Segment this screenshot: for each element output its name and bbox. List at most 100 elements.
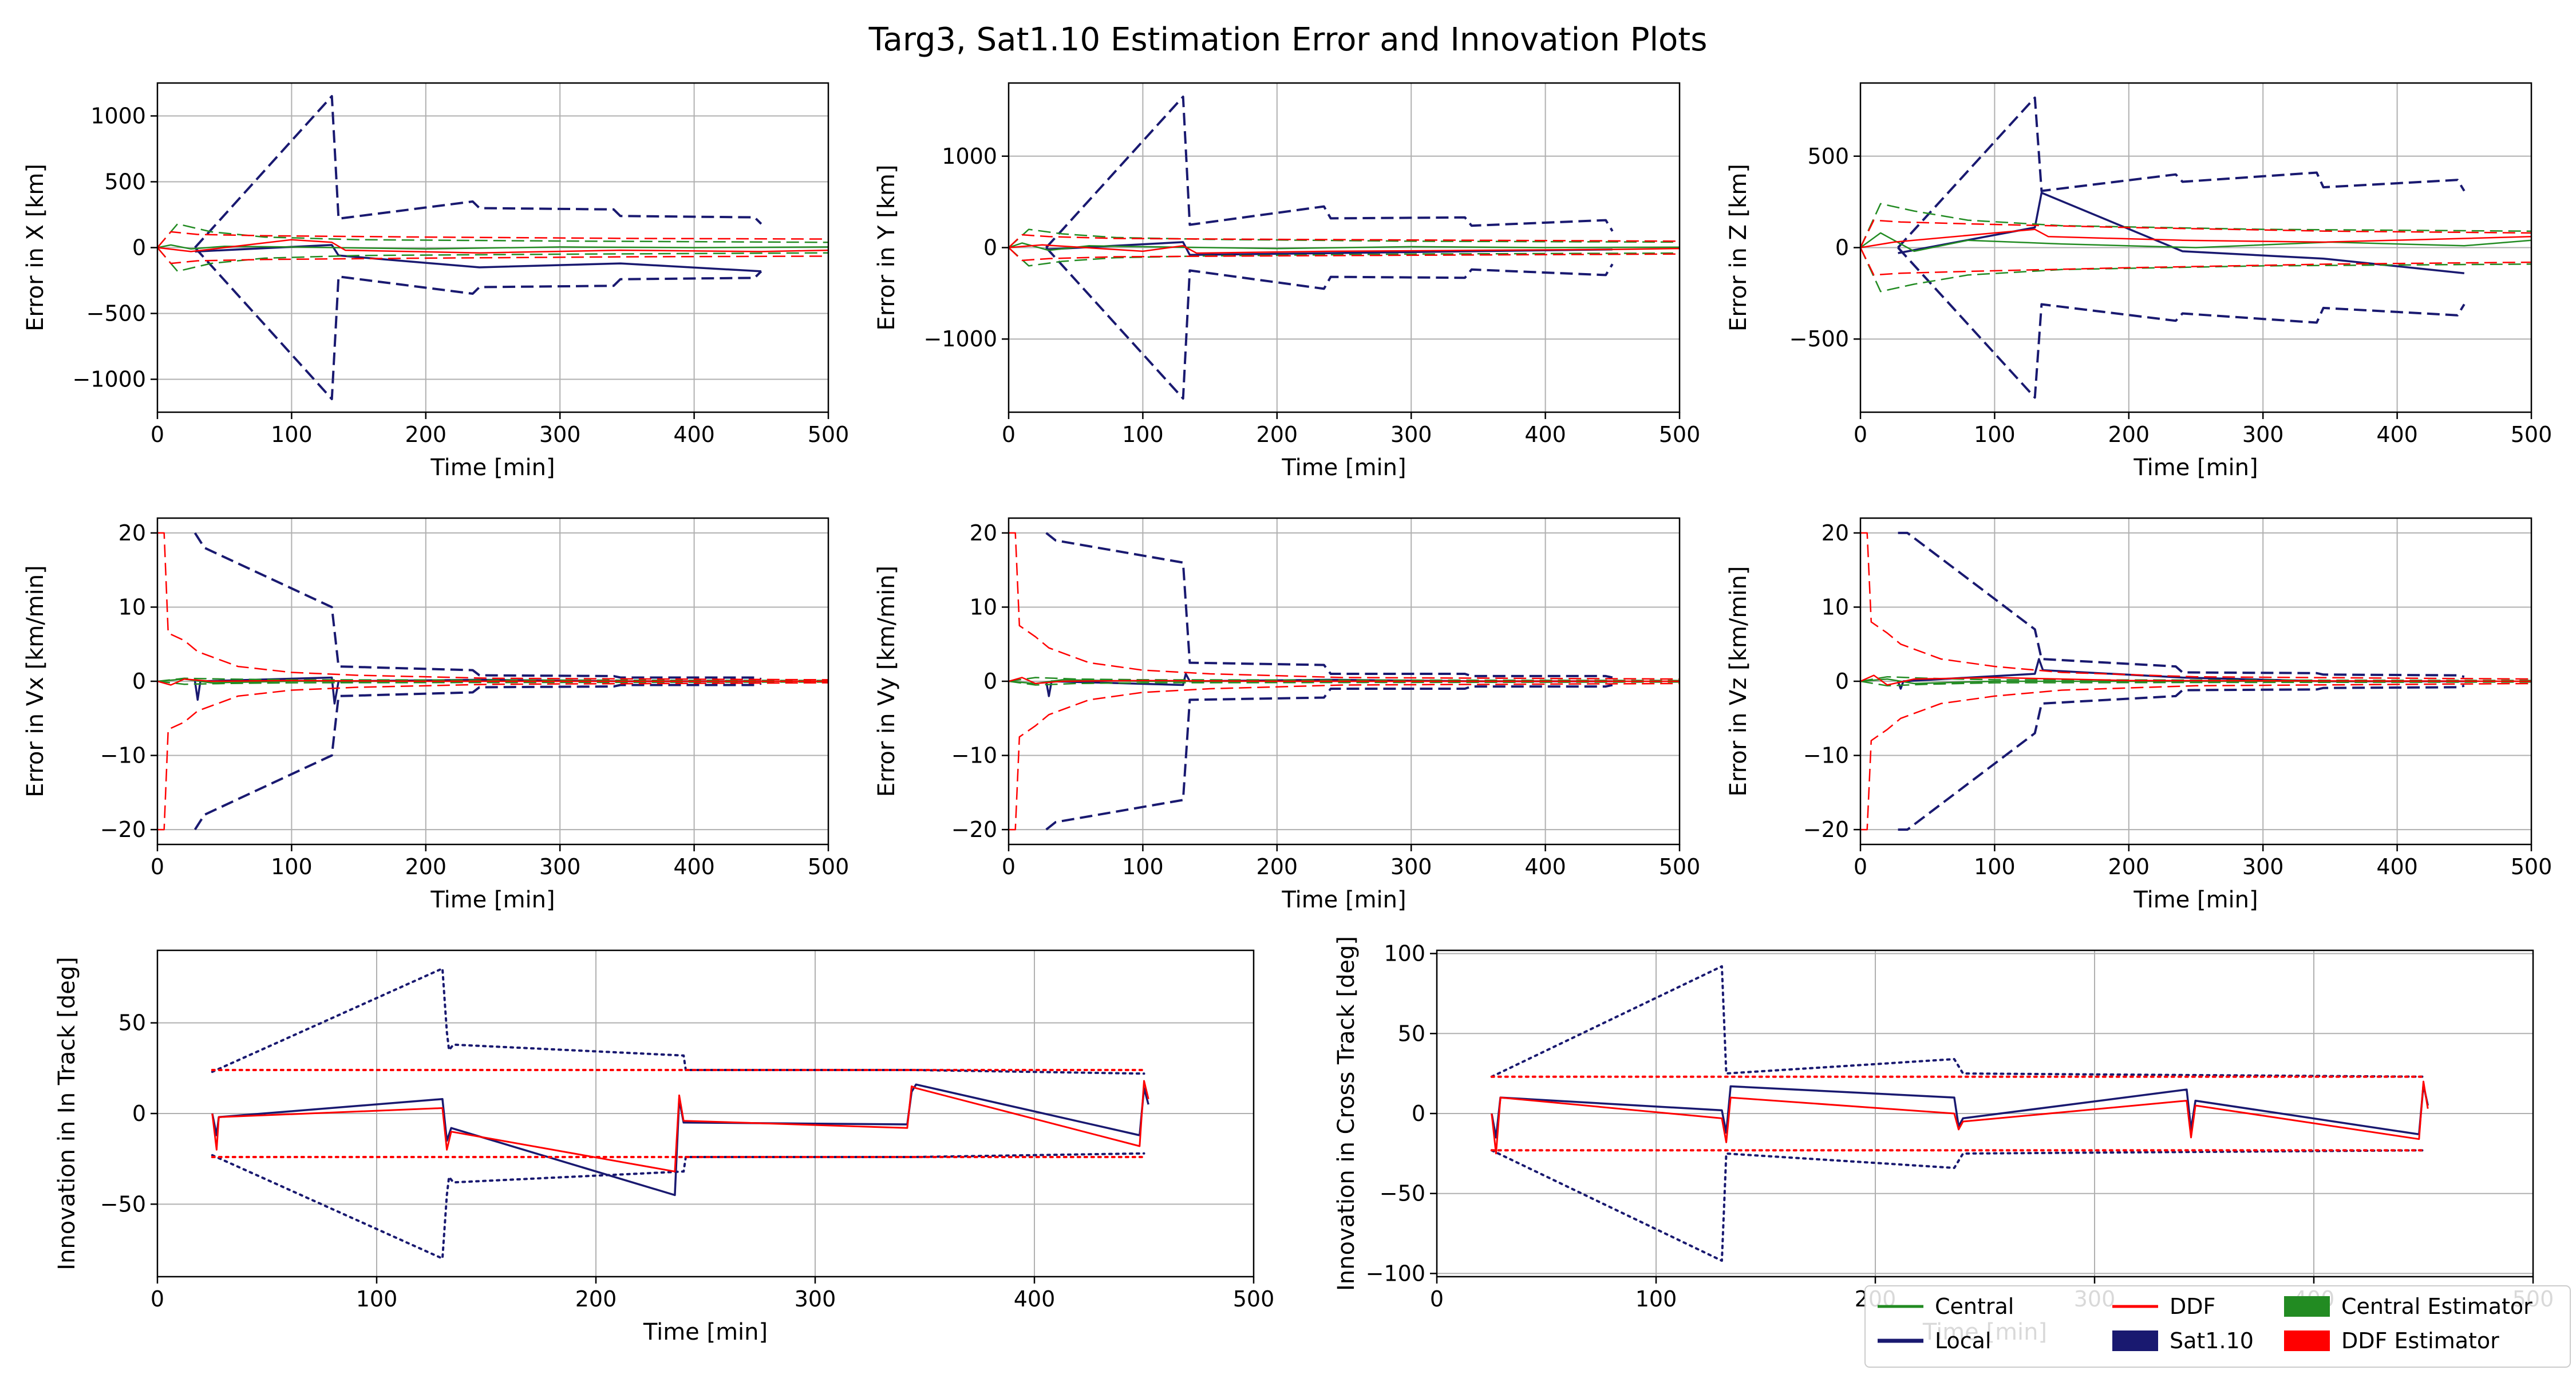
x-tick-label: 0	[151, 422, 164, 447]
y-tick-label: −100	[1366, 1261, 1425, 1286]
series-ddf-solid-line	[157, 678, 828, 686]
y-tick-label: 0	[1412, 1101, 1425, 1126]
x-tick-label: 300	[539, 854, 581, 879]
series-ddf-dashed-line	[1009, 247, 1680, 262]
y-tick-label: −500	[1789, 326, 1849, 352]
x-tick-label: 100	[356, 1286, 398, 1312]
y-tick-label: 100	[1384, 941, 1425, 966]
subplot-err-y: 0 100 200 300 400 500 −1000 0 1000 Time [min] Erro…	[874, 82, 1701, 481]
legend: Central Local DDF Sat1.10 Central Estimator D…	[1864, 1285, 2571, 1368]
series-local-dashed-line	[1045, 684, 1613, 831]
series-ddf-solid-line	[1491, 1080, 2429, 1155]
x-tick-label: 500	[2511, 854, 2553, 879]
y-tick-label: −50	[100, 1191, 146, 1217]
y-tick-label: −1000	[923, 326, 997, 352]
y-tick-label: −10	[100, 743, 146, 768]
legend-patch-swatch	[2284, 1296, 2330, 1317]
series-local-dotted-line	[1490, 965, 2425, 1078]
x-tick-label: 400	[2376, 422, 2418, 447]
series-ddf-solid-line	[1860, 674, 2531, 686]
x-tick-label: 100	[1122, 422, 1164, 447]
series-local-dotted-line	[1490, 1149, 2425, 1262]
x-tick-label: 300	[1390, 422, 1432, 447]
y-axis-label: Error in Y [km]	[874, 165, 900, 331]
series-local-solid-line	[195, 244, 761, 273]
series-local-dashed-line	[194, 247, 762, 400]
y-tick-label: −20	[100, 817, 146, 842]
y-tick-label: −20	[951, 817, 997, 842]
y-tick-label: 20	[118, 520, 146, 546]
legend-label: Local	[1935, 1328, 1992, 1353]
series-central-dashed-line	[1009, 247, 1680, 267]
subplot-err-vx: 0 100 200 300 400 500 −20 −10 0 10 20 Time [min] Err…	[22, 517, 849, 913]
x-tick-label: 400	[673, 854, 715, 879]
x-axis-label: Time [min]	[2133, 887, 2258, 913]
x-tick-label: 100	[1974, 854, 2016, 879]
subplot-err-x: 0 100 200 300 400 500 −1000 −500 0 500 1000 Time [m…	[22, 82, 849, 481]
x-tick-label: 0	[1002, 422, 1016, 447]
series-local-solid-line	[1898, 191, 2464, 274]
series-local-solid-line	[1046, 241, 1613, 256]
series-central-dashed-line	[1009, 680, 1680, 686]
series-ddf-solid-line	[1009, 677, 1680, 685]
series-local-dashed-line	[1045, 532, 1613, 679]
series-ddf-solid-line	[1860, 228, 2531, 248]
y-tick-label: 50	[118, 1010, 146, 1036]
series-central-solid-line	[1860, 232, 2531, 252]
series-local-solid-line	[1045, 673, 1613, 697]
series-ddf-solid-line	[211, 1080, 1149, 1172]
x-tick-label: 300	[539, 422, 581, 447]
x-axis-label: Time [min]	[2133, 455, 2258, 481]
y-tick-label: −20	[1803, 817, 1849, 842]
y-tick-label: 0	[1835, 235, 1849, 260]
subplot-err-z: 0 100 200 300 400 500 −500 0 500 Time [min] Error …	[1725, 82, 2552, 481]
x-axis-label: Time [min]	[1281, 455, 1406, 481]
y-tick-label: 10	[970, 594, 997, 619]
legend-item: DDF Estimator	[2284, 1328, 2499, 1353]
y-tick-label: −10	[951, 743, 997, 768]
y-axis-label: Error in X [km]	[22, 164, 49, 331]
y-tick-label: 500	[104, 169, 146, 195]
legend-patch-swatch	[2284, 1330, 2330, 1351]
y-axis-label: Innovation in Cross Track [deg]	[1333, 936, 1360, 1291]
x-tick-label: 200	[405, 854, 447, 879]
x-tick-label: 300	[795, 1286, 836, 1312]
x-tick-label: 100	[271, 422, 313, 447]
series-local-dashed-line	[1045, 96, 1614, 248]
subplot-innov-in-track: 0 100 200 300 400 500 −50 0 50 Time [min] Innovati…	[54, 949, 1275, 1345]
legend-label: DDF Estimator	[2341, 1328, 2499, 1353]
y-axis-label: Error in Vy [km/min]	[874, 566, 900, 797]
x-tick-label: 400	[1524, 854, 1566, 879]
x-tick-label: 200	[2108, 854, 2150, 879]
legend-item: Local	[1878, 1328, 1992, 1353]
x-tick-label: 200	[2108, 422, 2150, 447]
series-local-dashed-line	[1897, 96, 2466, 248]
series-ddf-dashed-line	[1009, 682, 1680, 831]
x-tick-label: 500	[1233, 1286, 1275, 1312]
y-tick-label: −1000	[72, 367, 146, 392]
y-tick-label: 20	[1822, 520, 1849, 546]
y-tick-label: −500	[86, 301, 146, 326]
x-tick-label: 200	[405, 422, 447, 447]
x-tick-label: 500	[1659, 422, 1701, 447]
y-axis-label: Error in Z [km]	[1725, 164, 1752, 331]
x-tick-label: 300	[2242, 854, 2284, 879]
series-ddf-dashed-line	[1009, 234, 1680, 248]
legend-label: DDF	[2170, 1294, 2215, 1319]
x-tick-label: 100	[271, 854, 313, 879]
series-ddf-dashed-line	[1860, 247, 2531, 276]
subplot-err-vz: 0 100 200 300 400 500 −20 −10 0 10 20 Time [min] Err…	[1725, 517, 2553, 913]
x-tick-label: 0	[151, 854, 164, 879]
x-tick-label: 400	[2376, 854, 2418, 879]
y-tick-label: 10	[1822, 594, 1849, 619]
x-tick-label: 100	[1635, 1286, 1677, 1312]
y-axis-label: Error in Vz [km/min]	[1725, 566, 1752, 797]
x-tick-label: 100	[1974, 422, 2016, 447]
figure-title: Targ3, Sat1.10 Estimation Error and Inno…	[868, 21, 1708, 58]
legend-item: Central	[1878, 1294, 2014, 1319]
series-central-dashed-line	[1860, 247, 2531, 293]
series-ddf-dashed-line	[1860, 219, 2531, 248]
